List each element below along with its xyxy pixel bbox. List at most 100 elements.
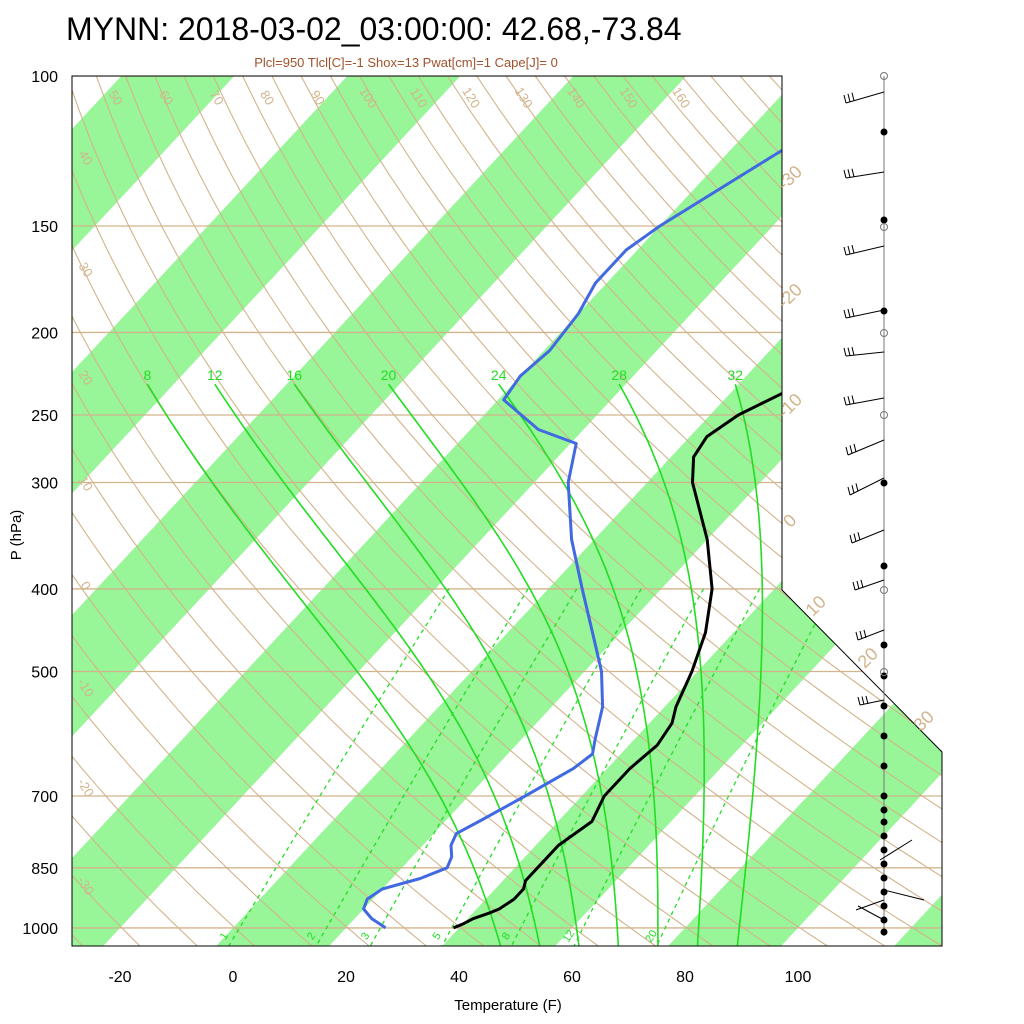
wind-barb — [849, 477, 885, 496]
plot-frame — [71, 75, 943, 947]
moist-adiabat — [293, 383, 580, 946]
moist-adiabat — [387, 383, 620, 946]
pressure-tick-label: 500 — [31, 664, 58, 681]
mixing-ratio-label: 5 — [430, 931, 443, 943]
dry-adiabat-label: 70 — [207, 88, 227, 108]
wind-barb — [845, 245, 885, 256]
pressure-tick-label: 100 — [31, 69, 58, 86]
wind-barb-feather — [856, 580, 860, 590]
dry-adiabat — [212, 76, 942, 946]
pressure-tick-label: 300 — [31, 475, 58, 492]
temperature-band — [668, 76, 942, 946]
dry-adiabat — [974, 76, 1024, 946]
wind-barb-feather — [847, 347, 851, 356]
mixing-ratio-label: 20 — [643, 928, 660, 945]
dry-adiabat — [72, 76, 656, 946]
mixing-ratio-line — [228, 588, 450, 946]
dry-adiabat — [417, 76, 942, 946]
wind-level-open-dot — [880, 223, 888, 231]
dry-adiabat — [183, 76, 942, 946]
moist-adiabat-label: 20 — [381, 367, 397, 383]
moist-adiabat-label: 16 — [287, 367, 303, 383]
mixing-ratio-label: 8 — [500, 931, 513, 943]
dewpoint-series-line — [362, 76, 919, 930]
wind-level-dot — [880, 128, 888, 136]
temperature-tick-label: 80 — [676, 969, 694, 986]
pressure-tick-label: 200 — [31, 325, 58, 342]
wind-barb-feather — [853, 533, 857, 542]
wind-level-dot — [880, 832, 888, 840]
wind-barb — [879, 839, 913, 861]
mixing-ratio-label: 3 — [359, 931, 372, 943]
wind-level-dot — [880, 732, 888, 740]
wind-barb-feather — [847, 169, 851, 178]
dry-adiabat-label: 130 — [512, 84, 536, 110]
dry-adiabat — [72, 76, 828, 946]
wind-barb-feather — [851, 395, 855, 404]
wind-barb-feather — [855, 631, 859, 641]
right-side-label: 20 — [854, 644, 882, 672]
dry-adiabat — [271, 76, 942, 946]
moist-adiabat-lines — [146, 383, 764, 946]
wind-barb — [847, 439, 885, 456]
temperature-band — [72, 76, 461, 946]
moist-adiabat-label: 12 — [207, 367, 223, 383]
temperature-tick-label: 20 — [337, 969, 355, 986]
pressure-tick-label: 150 — [31, 219, 58, 236]
dry-adiabat — [886, 76, 942, 946]
mixing-ratio-label: 12 — [561, 928, 578, 945]
wind-barb — [851, 529, 885, 544]
dry-adiabat-label: 60 — [156, 88, 176, 108]
dry-adiabat — [72, 76, 141, 946]
wind-level-dot — [880, 479, 888, 487]
dry-adiabat-label: 120 — [459, 84, 483, 110]
wind-barb-feather — [857, 696, 861, 706]
moist-adiabat-label: 28 — [611, 367, 627, 383]
dry-adiabat-label: 90 — [308, 88, 328, 108]
temperature-band — [894, 76, 942, 946]
dry-adiabat — [72, 76, 485, 946]
dry-adiabat — [1004, 76, 1024, 946]
mixing-ratio-line — [441, 588, 642, 946]
temperature-tick-label: 100 — [785, 969, 812, 986]
dry-adiabat — [72, 76, 370, 946]
wind-barb-feather — [853, 443, 857, 452]
moist-adiabat — [734, 383, 764, 946]
dry-adiabat — [72, 76, 542, 946]
dry-adiabat — [72, 76, 427, 946]
wind-level-open-dot — [880, 329, 888, 337]
wind-barb-feather — [851, 485, 855, 494]
wind-level-dot — [880, 562, 888, 570]
wind-barb-feather — [851, 168, 855, 177]
wind-level-dot — [880, 806, 888, 814]
wind-barb-feather — [843, 246, 847, 256]
wind-barb — [845, 309, 885, 319]
dry-adiabat-label: 50 — [106, 88, 126, 108]
wind-barb — [845, 91, 885, 104]
dry-adiabat-label: 10 — [76, 474, 96, 494]
mixing-ratio-line — [510, 588, 704, 946]
mixing-ratio-lines — [228, 588, 834, 946]
wind-barb-feather — [861, 696, 865, 705]
wind-level-dot — [880, 818, 888, 826]
moist-adiabat-label: 8 — [143, 367, 151, 383]
wind-barb-feather — [843, 169, 847, 179]
isobar-lines — [72, 76, 942, 929]
mixing-ratio-line — [573, 588, 761, 946]
moist-adiabat-label: 32 — [727, 367, 743, 383]
dry-adiabat — [72, 76, 198, 946]
wind-level-open-dot — [880, 411, 888, 419]
pressure-tick-label: 700 — [31, 789, 58, 806]
wind-barb-feather — [857, 532, 861, 541]
dry-adiabat — [388, 76, 942, 946]
plot-area — [72, 76, 1024, 946]
wind-barb — [854, 579, 885, 591]
moist-adiabat-label: 24 — [491, 367, 507, 383]
mixing-ratio-label: 1 — [218, 931, 231, 943]
wind-barb-feather — [847, 486, 851, 496]
chart-title: MYNN: 2018-03-02_03:00:00: 42.68,-73.84 — [66, 11, 682, 47]
wind-barb-feather — [865, 695, 869, 705]
y-axis-label: P (hPa) — [8, 510, 25, 561]
dry-adiabat — [72, 76, 771, 946]
